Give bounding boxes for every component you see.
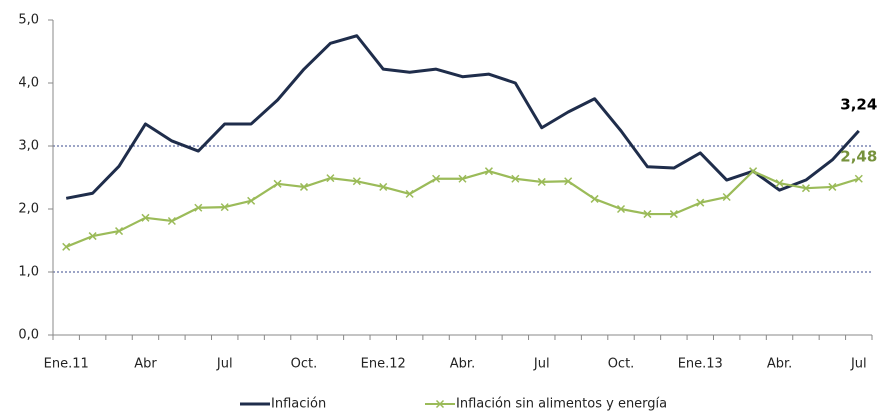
y-tick-label: 1,0	[18, 265, 39, 280]
y-tick-label: 2,0	[18, 202, 39, 217]
y-tick-label: 4,0	[18, 76, 39, 91]
point-marker	[62, 242, 71, 251]
point-marker	[405, 189, 414, 198]
point-marker	[801, 184, 810, 193]
point-marker	[141, 213, 150, 222]
x-tick-label: Abr	[134, 357, 157, 372]
point-marker	[854, 174, 863, 183]
x-tick-label: Jul	[533, 357, 550, 372]
point-marker	[88, 232, 97, 241]
y-tick-label: 5,0	[18, 13, 39, 28]
point-marker	[616, 204, 626, 214]
x-tick-label: Abr.	[450, 357, 475, 372]
point-marker	[484, 167, 493, 176]
point-marker	[669, 210, 678, 219]
point-marker	[352, 177, 361, 186]
point-marker	[432, 174, 441, 183]
series-line	[65, 170, 860, 248]
point-marker	[220, 203, 229, 212]
point-marker	[511, 174, 520, 183]
point-marker	[722, 192, 731, 202]
point-marker	[115, 227, 124, 236]
point-marker	[194, 203, 203, 212]
x-tick-label: Ene.11	[44, 357, 89, 372]
data-label: 3,24	[840, 95, 877, 113]
point-marker	[749, 167, 758, 176]
point-marker	[167, 216, 176, 226]
point-marker	[247, 196, 256, 205]
legend-label: Inflación sin alimentos y energía	[456, 397, 667, 412]
point-marker	[273, 179, 282, 188]
x-tick-label: Oct.	[608, 357, 635, 372]
y-tick-label: 3,0	[18, 139, 39, 154]
legend-label: Inflación	[271, 397, 326, 412]
x-tick-label: Oct.	[291, 357, 318, 372]
point-marker	[828, 182, 837, 191]
x-tick-label: Ene.12	[361, 357, 406, 372]
legend-marker	[435, 399, 445, 409]
point-marker	[326, 174, 335, 183]
x-tick-label: Ene.13	[678, 357, 723, 372]
point-marker	[458, 174, 467, 183]
point-marker	[590, 194, 599, 203]
point-marker	[379, 182, 388, 191]
point-marker	[643, 210, 652, 219]
data-label: 2,48	[840, 147, 877, 165]
x-tick-label: Abr.	[767, 357, 792, 372]
point-marker	[564, 177, 573, 186]
point-marker	[696, 198, 705, 207]
point-marker	[537, 177, 546, 186]
x-tick-label: Jul	[850, 357, 867, 372]
point-marker	[775, 179, 784, 188]
y-tick-label: 0,0	[18, 328, 39, 343]
point-marker	[299, 182, 309, 191]
series-line	[65, 34, 860, 200]
x-tick-label: Jul	[216, 357, 233, 372]
